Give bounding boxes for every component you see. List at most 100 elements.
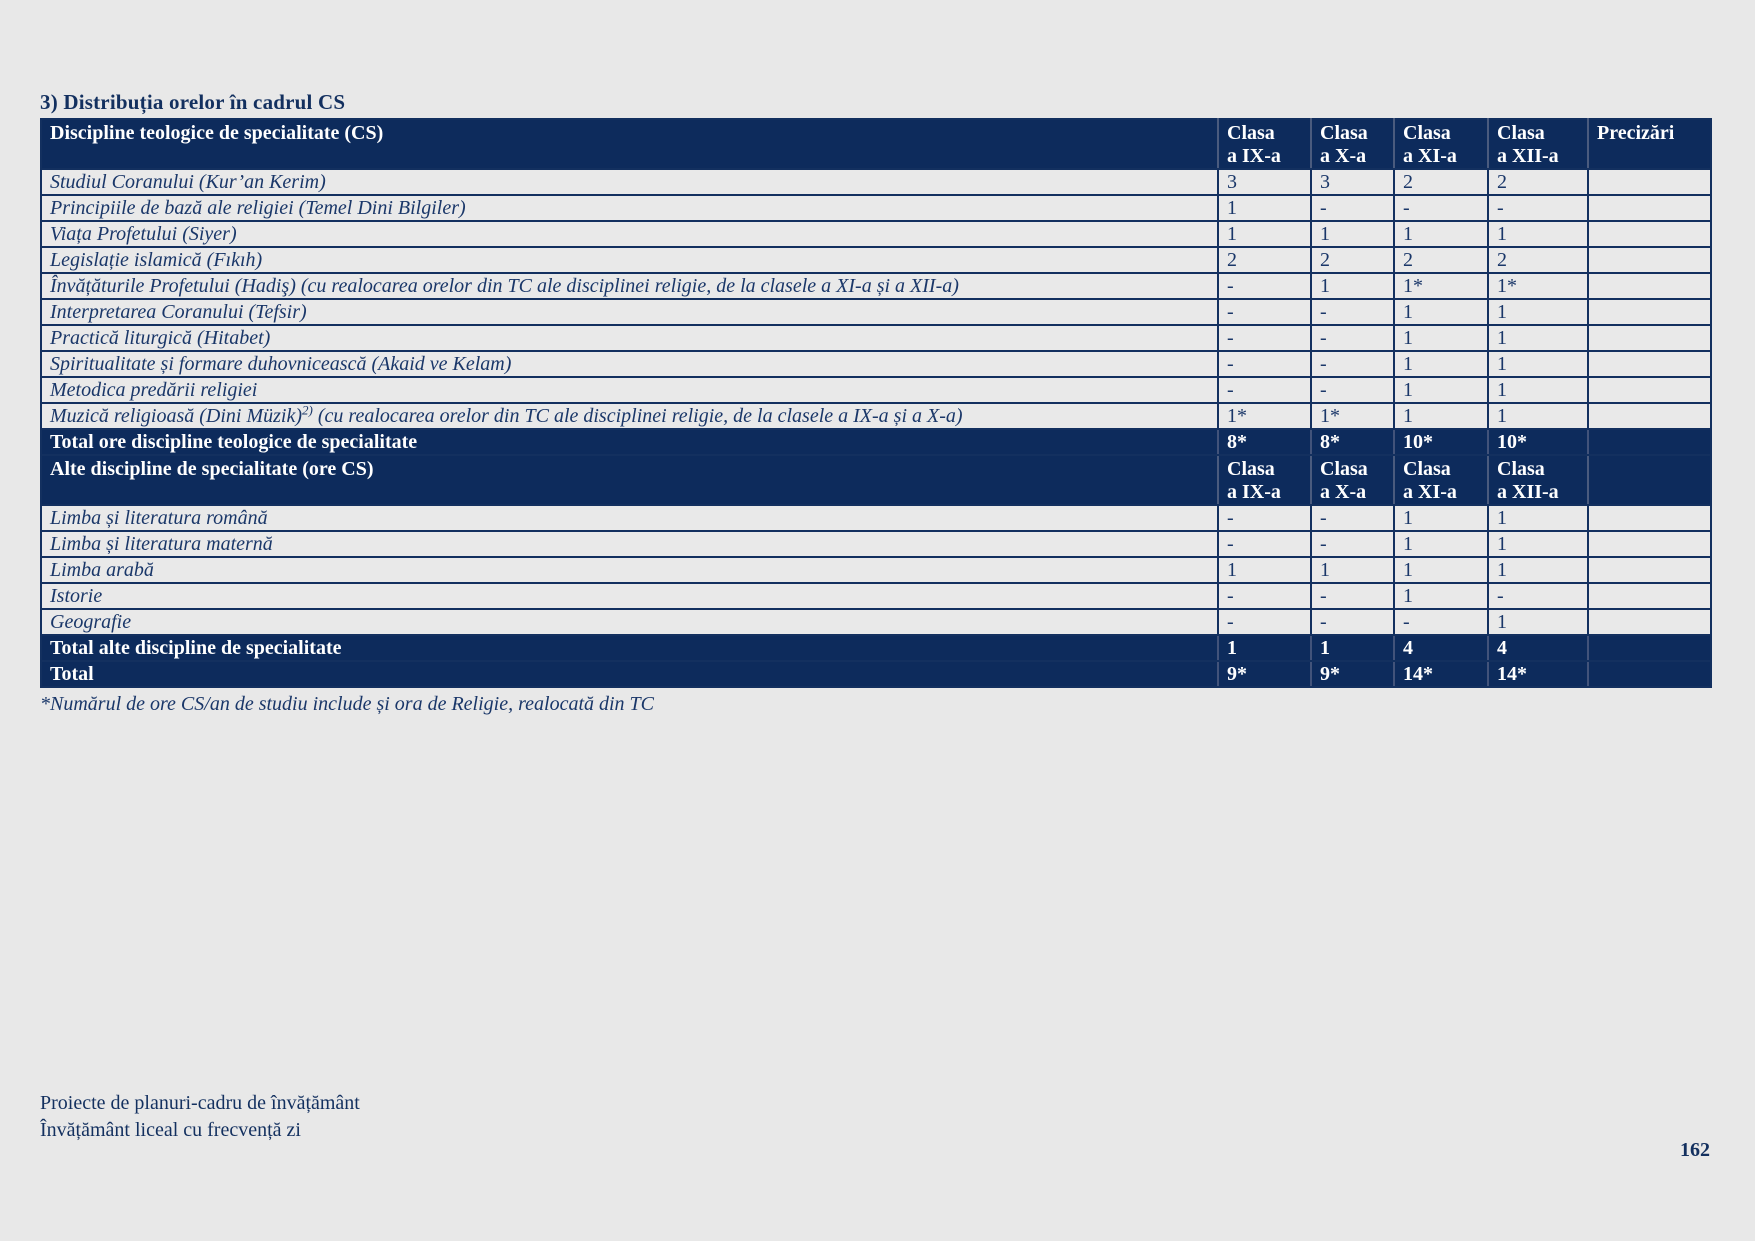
class-label-line1: Clasa — [1320, 458, 1368, 480]
table-footnote: *Numărul de ore CS/an de studiu include … — [40, 693, 655, 715]
hours-cell: 1* — [1217, 402, 1312, 430]
discipline-cell: Geografie — [40, 608, 1219, 636]
table-row: Legislație islamică (Fıkıh) 2 2 2 2 — [40, 246, 1712, 274]
hours-cell: - — [1310, 530, 1395, 558]
class-label-line2: a XII-a — [1497, 481, 1559, 503]
footer-type-line: Învățământ liceal cu frecvență zi — [40, 1119, 301, 1141]
hours-cell: 1 — [1393, 350, 1489, 378]
class-column-header-xi: Clasa a XI-a — [1393, 454, 1489, 506]
hours-cell: 3 — [1217, 168, 1312, 196]
hours-cell: 1 — [1393, 504, 1489, 532]
hours-cell: 3 — [1310, 168, 1395, 196]
discipline-cell: Viața Profetului (Siyer) — [40, 220, 1219, 248]
discipline-cell: Învățăturile Profetului (Hadiş) (cu real… — [40, 272, 1219, 300]
hours-cell: 2 — [1487, 246, 1589, 274]
precizari-cell — [1587, 660, 1712, 688]
total-hours-cell: 9* — [1217, 660, 1312, 688]
total-hours-cell: 10* — [1393, 428, 1489, 456]
precizari-cell — [1587, 582, 1712, 610]
hours-cell: 1 — [1487, 376, 1589, 404]
precizari-column-header: Precizări — [1587, 118, 1712, 170]
hours-cell: 1 — [1393, 556, 1489, 584]
class-label-line1: Clasa — [1227, 458, 1275, 480]
table-row: Viața Profetului (Siyer) 1 1 1 1 — [40, 220, 1712, 248]
total-hours-cell: 4 — [1487, 634, 1589, 662]
precizari-cell — [1587, 350, 1712, 378]
hours-cell: 1 — [1393, 220, 1489, 248]
page-content: 3) Distribuția orelor în cadrul CS Disci… — [40, 90, 1712, 716]
total-hours-cell: 9* — [1310, 660, 1395, 688]
discipline-cell: Istorie — [40, 582, 1219, 610]
total-hours-cell: 14* — [1487, 660, 1589, 688]
precizari-cell — [1587, 194, 1712, 222]
hours-cell: 1 — [1217, 220, 1312, 248]
grand-total-row: Total 9* 9* 14* 14* — [40, 660, 1712, 688]
section1-total-row: Total ore discipline teologice de specia… — [40, 428, 1712, 456]
hours-cell: - — [1310, 504, 1395, 532]
discipline-label-continued: (cu realocarea orelor din TC ale discipl… — [312, 405, 963, 427]
table-row: Practică liturgică (Hitabet) - - 1 1 — [40, 324, 1712, 352]
precizari-cell — [1587, 168, 1712, 196]
precizari-cell — [1587, 504, 1712, 532]
hours-cell: - — [1217, 530, 1312, 558]
table-row: Istorie - - 1 - — [40, 582, 1712, 610]
hours-cell: 1 — [1487, 556, 1589, 584]
hours-cell: - — [1393, 194, 1489, 222]
precizari-cell — [1587, 298, 1712, 326]
page-title: 3) Distribuția orelor în cadrul CS — [40, 90, 346, 114]
section2-total-row: Total alte discipline de specialitate 1 … — [40, 634, 1712, 662]
hours-cell: - — [1217, 582, 1312, 610]
table-row: Principiile de bază ale religiei (Temel … — [40, 194, 1712, 222]
hours-cell: 1* — [1393, 272, 1489, 300]
hours-cell: 1 — [1310, 272, 1395, 300]
discipline-cell: Metodica predării religiei — [40, 376, 1219, 404]
hours-cell: 1* — [1487, 272, 1589, 300]
hours-cell: 1 — [1310, 556, 1395, 584]
hours-cell: 2 — [1393, 246, 1489, 274]
discipline-cell: Spiritualitate și formare duhovnicească … — [40, 350, 1219, 378]
discipline-cell: Practică liturgică (Hitabet) — [40, 324, 1219, 352]
hours-cell: - — [1487, 582, 1589, 610]
total-hours-cell: 14* — [1393, 660, 1489, 688]
table-row: Studiul Coranului (Kur’an Kerim) 3 3 2 2 — [40, 168, 1712, 196]
precizari-column-header — [1587, 454, 1712, 506]
precizari-cell — [1587, 428, 1712, 456]
discipline-cell: Studiul Coranului (Kur’an Kerim) — [40, 168, 1219, 196]
table-row: Muzică religioasă (Dini Müzik)2) (cu rea… — [40, 402, 1712, 430]
hours-cell: 2 — [1487, 168, 1589, 196]
footnote-marker: 2) — [302, 403, 313, 418]
footer-project-line: Proiecte de planuri-cadru de învățământ — [40, 1092, 360, 1114]
total-hours-cell: 10* — [1487, 428, 1589, 456]
precizari-cell — [1587, 220, 1712, 248]
total-hours-cell: 1 — [1310, 634, 1395, 662]
hours-cell: - — [1217, 272, 1312, 300]
discipline-cell: Limba arabă — [40, 556, 1219, 584]
total-hours-cell: 1 — [1217, 634, 1312, 662]
table-row: Geografie - - - 1 — [40, 608, 1712, 636]
discipline-column-header: Discipline teologice de specialitate (CS… — [40, 118, 1219, 170]
hours-cell: - — [1217, 298, 1312, 326]
precizari-cell — [1587, 402, 1712, 430]
hours-cell: 2 — [1217, 246, 1312, 274]
class-label-line2: a XII-a — [1497, 145, 1559, 167]
hours-cell: - — [1217, 608, 1312, 636]
section2-header-row: Alte discipline de specialitate (ore CS)… — [40, 454, 1712, 506]
precizari-cell — [1587, 246, 1712, 274]
discipline-cell: Muzică religioasă (Dini Müzik)2) (cu rea… — [40, 402, 1219, 430]
class-label-line2: a IX-a — [1227, 145, 1281, 167]
class-label-line1: Clasa — [1497, 458, 1545, 480]
discipline-cell: Principiile de bază ale religiei (Temel … — [40, 194, 1219, 222]
class-column-header-x: Clasa a X-a — [1310, 118, 1395, 170]
hours-cell: 1 — [1487, 504, 1589, 532]
hours-cell: 1 — [1310, 220, 1395, 248]
class-label-line1: Clasa — [1403, 122, 1451, 144]
class-label-line1: Clasa — [1320, 122, 1368, 144]
class-column-header-xii: Clasa a XII-a — [1487, 454, 1589, 506]
hours-cell: - — [1310, 608, 1395, 636]
hours-cell: 1 — [1393, 582, 1489, 610]
hours-cell: - — [1310, 324, 1395, 352]
class-label-line2: a XI-a — [1403, 145, 1457, 167]
page-number: 162 — [1680, 1139, 1710, 1161]
hours-cell: - — [1310, 376, 1395, 404]
